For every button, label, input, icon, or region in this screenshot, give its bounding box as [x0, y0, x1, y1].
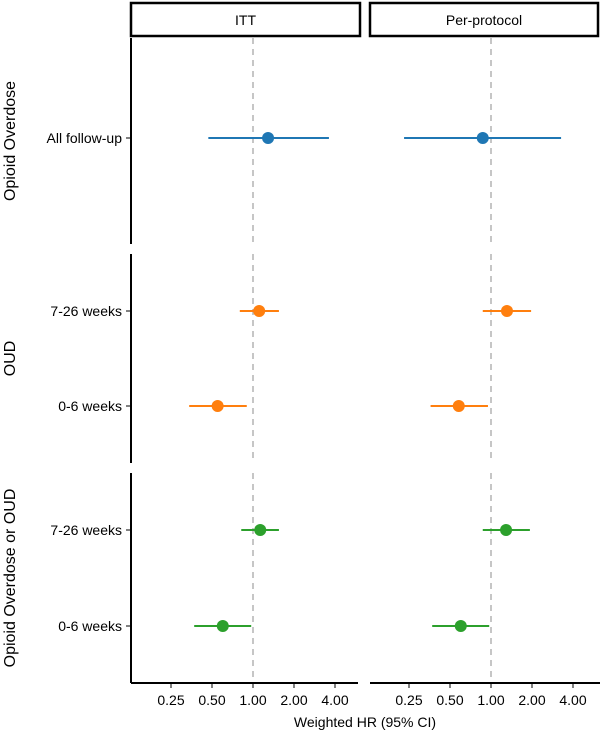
- y-tick-label-all-follow-up: All follow-up: [47, 130, 123, 146]
- y-tick-label-7-26-weeks: 7-26 weeks: [50, 303, 122, 319]
- point-oud-0-6-weeks-per-protocol: [452, 400, 465, 412]
- x-tick-label: 2.00: [518, 692, 545, 708]
- point-oud-7-26-weeks-itt: [253, 305, 266, 317]
- point-opioid-overdose-or-oud-0-6-weeks-per-protocol: [454, 620, 467, 632]
- x-tick-label: 1.00: [239, 692, 266, 708]
- point-opioid-overdose-all-follow-up-per-protocol: [476, 132, 489, 144]
- y-tick-label-0-6-weeks: 0-6 weeks: [58, 398, 122, 414]
- x-tick-label: 4.00: [321, 692, 348, 708]
- point-oud-0-6-weeks-itt: [211, 400, 224, 412]
- strip-per-protocol: Per-protocol: [368, 1, 600, 38]
- strip-label-itt: ITT: [235, 12, 256, 28]
- row-label-opioid-overdose: Opioid Overdose: [2, 81, 19, 201]
- point-opioid-overdose-or-oud-0-6-weeks-itt: [216, 620, 229, 632]
- x-tick-label: 2.00: [280, 692, 307, 708]
- x-tick-label: 0.25: [157, 692, 184, 708]
- x-tick-label: 1.00: [477, 692, 504, 708]
- strip-itt: ITT: [129, 1, 362, 38]
- y-tick-label-7-26-weeks: 7-26 weeks: [50, 522, 122, 538]
- x-tick-label: 0.50: [436, 692, 463, 708]
- row-label-opioid-overdose-or-oud: Opioid Overdose or OUD: [2, 489, 19, 668]
- point-opioid-overdose-or-oud-7-26-weeks-per-protocol: [500, 524, 513, 536]
- point-oud-7-26-weeks-per-protocol: [500, 305, 513, 317]
- x-tick-label: 0.25: [395, 692, 422, 708]
- row-label-oud: OUD: [2, 341, 19, 377]
- y-tick-label-0-6-weeks: 0-6 weeks: [58, 618, 122, 634]
- x-tick-label: 4.00: [559, 692, 586, 708]
- x-axis-title: Weighted HR (95% CI): [294, 714, 436, 730]
- strip-label-per-protocol: Per-protocol: [446, 12, 522, 28]
- x-tick-label: 0.50: [198, 692, 225, 708]
- point-opioid-overdose-all-follow-up-itt: [262, 132, 275, 144]
- point-opioid-overdose-or-oud-7-26-weeks-itt: [254, 524, 267, 536]
